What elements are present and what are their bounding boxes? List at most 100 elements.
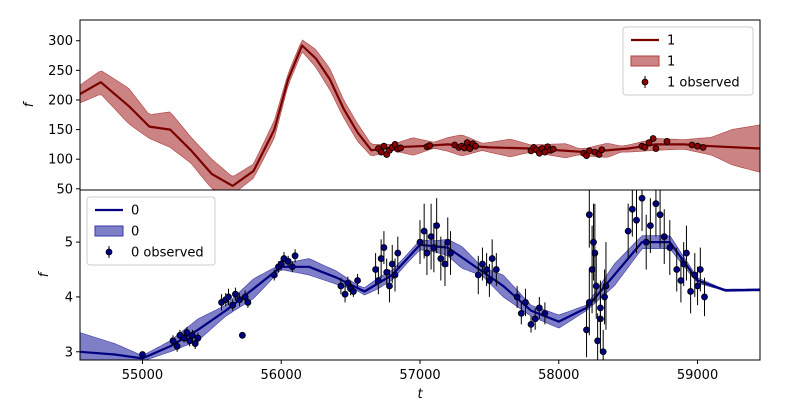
top-panel: 50 100 150 200 250 300 f 1 1 1 observed (22, 19, 761, 197)
bottom-observed-point (437, 255, 445, 262)
bottom-observed-point (441, 260, 449, 268)
bottom-legend-point-swatch (105, 248, 113, 256)
bottom-observed-point (588, 266, 596, 273)
bottom-observed-point (284, 257, 292, 265)
bottom-x-axis-label: t (417, 387, 423, 400)
bottom-observed-point (633, 216, 640, 224)
top-plot-area (80, 39, 760, 190)
bottom-observed-point (194, 334, 202, 342)
bottom-observed-point (696, 266, 704, 273)
bottom-observed-point (427, 233, 435, 241)
top-observed-point (699, 143, 707, 151)
bottom-observed-point (191, 340, 199, 347)
bottom-observed-point (270, 271, 278, 279)
bottom-observed-point (186, 337, 194, 345)
bottom-observed-point (677, 277, 685, 284)
bottom-observed-point (492, 266, 500, 273)
bottom-observed-point (683, 249, 690, 257)
bottom-observed-point (638, 194, 646, 202)
top-y-tick-label: 50 (56, 182, 73, 197)
bottom-observed-point (433, 222, 441, 230)
bottom-x-axis: 55000 56000 57000 58000 59000 (122, 360, 718, 383)
bottom-observed-point (423, 249, 431, 257)
top-observed-point (380, 142, 388, 150)
bottom-observed-point (624, 227, 632, 235)
top-observed-point (397, 144, 404, 152)
bottom-observed-point (354, 277, 361, 284)
bottom-observed-point (416, 238, 424, 246)
bottom-observed-point (590, 238, 597, 246)
top-observed-point (652, 145, 660, 152)
bottom-y-tick-label: 4 (65, 290, 73, 305)
bottom-observed-point (602, 282, 610, 290)
top-legend-band-swatch (630, 55, 660, 67)
top-observed-point (377, 148, 385, 156)
bottom-observed-point (597, 304, 604, 312)
top-y-tick-label: 250 (48, 64, 73, 79)
top-legend-frame (622, 26, 754, 96)
bottom-observed-point (173, 342, 181, 350)
bottom-observed-point (277, 260, 285, 268)
bottom-observed-point (372, 266, 379, 273)
bottom-observed-point (517, 309, 525, 317)
bottom-y-tick-label: 5 (65, 236, 73, 251)
bottom-x-tick-label: 58000 (538, 368, 579, 383)
bottom-x-tick-label: 57000 (399, 368, 440, 383)
bottom-observed-point (236, 296, 243, 304)
bottom-observed-point (513, 293, 521, 301)
bottom-observed-point (666, 244, 674, 251)
bottom-observed-point (394, 249, 402, 257)
top-y-axis: 50 100 150 200 250 300 (48, 34, 80, 197)
bottom-observed-point (680, 260, 688, 268)
top-y-tick-label: 150 (48, 123, 73, 138)
bottom-plot-area (80, 190, 760, 360)
top-legend-label: 1 (667, 34, 675, 49)
top-legend-label: 1 (667, 55, 675, 70)
bottom-observed-point (687, 288, 695, 295)
bottom-observed-point (474, 271, 482, 279)
bottom-confidence-band (80, 235, 760, 360)
top-legend-point-swatch (641, 78, 649, 86)
bottom-observed-point (349, 288, 357, 295)
bottom-legend-label: 0 (131, 204, 139, 219)
bottom-observed-point (541, 309, 549, 317)
bottom-observed-point (594, 337, 602, 345)
bottom-observed-point (691, 271, 699, 279)
top-observed-point (649, 135, 657, 142)
bottom-observed-point (522, 299, 529, 306)
bottom-observed-point (535, 304, 543, 312)
bottom-observed-point (238, 331, 246, 339)
top-y-axis-label: f (22, 100, 37, 107)
bottom-observed-point (583, 326, 590, 334)
bottom-observed-point (430, 244, 438, 251)
bottom-observed-point (232, 290, 239, 298)
bottom-x-tick-label: 59000 (677, 368, 718, 383)
bottom-observed-point (642, 238, 650, 246)
bottom-observed-point (646, 222, 654, 230)
bottom-y-tick-label: 3 (65, 345, 73, 360)
top-y-tick-label: 100 (48, 153, 73, 168)
bottom-observed-point (288, 263, 296, 271)
bottom-observed-point (139, 351, 146, 358)
bottom-observed-point (483, 266, 491, 273)
top-observed-point (645, 139, 653, 147)
top-legend-label: 1 observed (667, 76, 740, 91)
bottom-legend: 0 0 0 observed (86, 196, 216, 266)
bottom-observed-point (673, 266, 681, 273)
top-observed-point (694, 142, 701, 150)
bottom-observed-point (479, 260, 486, 268)
bottom-observed-point (291, 252, 299, 260)
bottom-observed-point (701, 293, 708, 301)
bottom-observed-point (527, 320, 535, 328)
bottom-observed-point (380, 244, 388, 251)
bottom-observed-point (229, 301, 237, 309)
bottom-observed-point (599, 348, 607, 356)
bottom-observed-point (183, 329, 191, 336)
bottom-observed-point (444, 238, 452, 246)
top-observed-point (549, 145, 557, 153)
bottom-observed-point (189, 331, 196, 339)
top-legend: 1 1 1 observed (622, 26, 754, 96)
bottom-observed-point (585, 299, 593, 306)
bottom-observed-point (447, 249, 454, 257)
